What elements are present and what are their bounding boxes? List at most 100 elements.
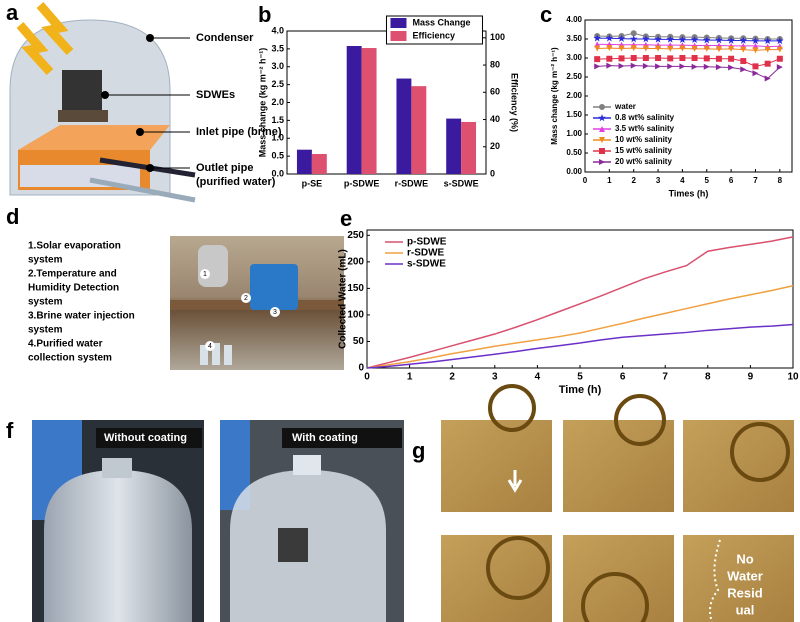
marker [606, 45, 613, 52]
marker-label: 4 [208, 343, 212, 350]
line [597, 47, 780, 51]
marker [703, 55, 710, 62]
photo-f [32, 420, 404, 622]
line [366, 323, 794, 369]
list-item: 3.Brine water injection [28, 311, 135, 322]
x-tick-label: 10 [787, 372, 799, 383]
label: Inlet pipe (brine) [196, 126, 282, 138]
legend-label: r-SDWE [407, 248, 445, 259]
y-tick-label: 0 [358, 363, 364, 374]
marker [630, 55, 637, 61]
line [597, 43, 780, 48]
x-tick-label: 6 [620, 372, 626, 383]
marker [642, 62, 649, 69]
y2-tick-label: 100 [490, 32, 505, 42]
y-tick-label: 0.5 [271, 151, 284, 161]
marker [630, 30, 637, 37]
marker [776, 64, 783, 71]
y-tick-label: 1.00 [566, 129, 582, 138]
marker [691, 55, 698, 61]
marker [599, 126, 605, 132]
list-item: system [28, 325, 63, 336]
y-tick-label: 3.0 [271, 61, 284, 71]
marker [764, 75, 771, 82]
marker [715, 36, 723, 44]
label: Outlet pipe [196, 162, 253, 174]
list-item: system [28, 255, 63, 266]
panel-label: a [6, 0, 19, 25]
y-tick-label: 2.50 [566, 72, 582, 81]
x-tick-label: 6 [729, 176, 734, 185]
illustration-a [9, 2, 196, 203]
x-tick-label: 3 [492, 372, 498, 383]
marker [617, 34, 626, 42]
label: Condenser [196, 32, 254, 44]
marker [727, 36, 735, 44]
marker [764, 46, 771, 53]
x-tick-label: 5 [577, 372, 583, 383]
marker [740, 58, 747, 65]
marker [752, 70, 759, 77]
marker [678, 35, 687, 43]
y-tick-label: 2.00 [566, 91, 582, 100]
x-tick-label: 1 [407, 372, 413, 383]
marker [599, 148, 605, 154]
list-item: system [28, 297, 63, 308]
marker [679, 63, 686, 70]
annotation: Resid [727, 585, 762, 600]
legend-label: 10 wt% salinity [615, 135, 672, 144]
y-tick-label: 3.50 [566, 34, 582, 43]
marker [752, 47, 759, 54]
marker [691, 63, 698, 70]
marker [703, 63, 710, 70]
label: SDWEs [196, 89, 235, 101]
marker [715, 64, 722, 71]
marker [654, 35, 662, 43]
y-tick-label: 1.50 [566, 110, 582, 119]
y-tick-label: 0.00 [566, 167, 582, 176]
legend-label: 20 wt% salinity [615, 157, 672, 166]
marker [690, 35, 699, 43]
panel-label: d [6, 204, 19, 229]
x-tick-label: 4 [535, 372, 541, 383]
marker [655, 45, 662, 52]
x-tick-label: p-SE [302, 178, 323, 188]
legend-label: Efficiency [412, 30, 455, 40]
marker [594, 45, 601, 52]
marker [630, 45, 637, 52]
marker [776, 36, 784, 45]
legend-swatch [390, 18, 407, 28]
y2-axis-label: Efficiency (%) [510, 73, 520, 132]
legend-label: p-SDWE [407, 237, 447, 248]
y-tick-label: 3.5 [271, 43, 284, 53]
marker [630, 62, 637, 69]
y-tick-label: 250 [347, 230, 364, 241]
y-tick-label: 3.00 [566, 53, 582, 62]
y-tick-label: 1.5 [271, 115, 284, 125]
x-tick-label: 0 [583, 176, 588, 185]
y-tick-label: 200 [347, 256, 364, 267]
marker [605, 34, 614, 42]
marker [751, 36, 760, 45]
bar [361, 48, 377, 174]
marker [715, 46, 722, 53]
x-tick-label: p-SDWE [344, 178, 380, 188]
marker [679, 45, 686, 52]
y-tick-label: 150 [347, 283, 364, 294]
marker [666, 35, 675, 43]
marker [606, 62, 613, 69]
legend-label: 15 wt% salinity [615, 146, 672, 155]
y-axis-label: Mass change (kg m⁻² h⁻¹) [550, 47, 559, 145]
marker [776, 55, 783, 62]
y-tick-label: 2.5 [271, 79, 284, 89]
bar [446, 118, 462, 174]
marker [691, 45, 698, 52]
marker [598, 114, 606, 122]
list-item: 4.Purified water [28, 339, 103, 350]
marker [740, 66, 747, 73]
y-tick-label: 2.0 [271, 97, 284, 107]
marker [752, 63, 759, 70]
marker [618, 62, 625, 69]
y-tick-label: 100 [347, 310, 364, 321]
marker [667, 55, 674, 62]
